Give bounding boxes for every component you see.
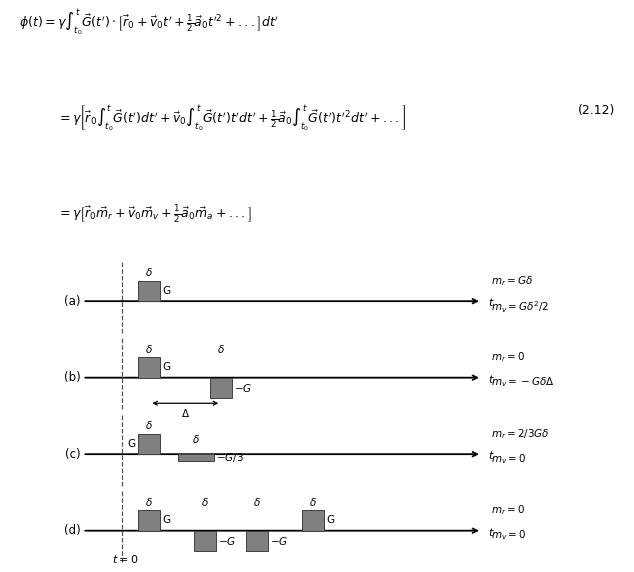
Text: (b): (b) xyxy=(63,371,81,384)
Text: $\delta$: $\delta$ xyxy=(192,433,200,445)
Text: $m_r = 0$: $m_r = 0$ xyxy=(491,503,526,517)
Text: $\Delta$: $\Delta$ xyxy=(181,407,190,419)
Text: $-G$: $-G$ xyxy=(218,535,236,547)
Bar xyxy=(138,434,160,454)
Text: $\delta$: $\delta$ xyxy=(145,343,153,355)
Text: $\delta$: $\delta$ xyxy=(309,496,317,508)
Text: (2.12): (2.12) xyxy=(578,104,615,117)
Bar xyxy=(138,281,160,301)
Text: $= \gamma \left[\vec{r}_0 \int_{t_0}^{t} \vec{G}(t')dt' + \vec{v}_0 \int_{t_0}^{: $= \gamma \left[\vec{r}_0 \int_{t_0}^{t}… xyxy=(57,104,406,134)
Text: $m_r = 0$: $m_r = 0$ xyxy=(491,351,526,364)
Text: $\delta$: $\delta$ xyxy=(202,496,209,508)
Text: G: G xyxy=(162,286,171,296)
Bar xyxy=(138,358,160,378)
Text: $m_v = 0$: $m_v = 0$ xyxy=(491,452,527,466)
Text: $m_v = G\delta^2/2$: $m_v = G\delta^2/2$ xyxy=(491,299,550,315)
Text: $\delta$: $\delta$ xyxy=(145,419,153,431)
Text: (a): (a) xyxy=(64,295,81,308)
Bar xyxy=(210,378,232,398)
Text: G: G xyxy=(326,515,334,526)
Text: $\delta$: $\delta$ xyxy=(253,496,261,508)
Bar xyxy=(246,531,268,551)
Text: $-G$: $-G$ xyxy=(270,535,288,547)
Text: G: G xyxy=(127,439,135,449)
Bar xyxy=(302,510,324,531)
Text: $\delta$: $\delta$ xyxy=(145,266,153,278)
Text: $\delta$: $\delta$ xyxy=(217,343,225,355)
Text: $t$: $t$ xyxy=(488,449,495,461)
Text: $-G/3$: $-G/3$ xyxy=(216,451,244,464)
Text: $-G$: $-G$ xyxy=(234,382,252,394)
Bar xyxy=(178,454,214,461)
Text: $m_v = 0$: $m_v = 0$ xyxy=(491,529,527,542)
Text: $t$: $t$ xyxy=(488,526,495,538)
Text: G: G xyxy=(162,515,171,526)
Text: (c): (c) xyxy=(65,448,81,460)
Text: $m_r = G\delta$: $m_r = G\delta$ xyxy=(491,274,533,288)
Text: $t$: $t$ xyxy=(488,373,495,385)
Text: $m_v = -G\delta\Delta$: $m_v = -G\delta\Delta$ xyxy=(491,376,555,390)
Bar xyxy=(138,510,160,531)
Text: $t = 0$: $t = 0$ xyxy=(112,553,139,565)
Text: $\phi(t) = \gamma \int_{t_0}^{t} \vec{G}(t') \cdot \left[\vec{r}_0 + \vec{v}_0 t: $\phi(t) = \gamma \int_{t_0}^{t} \vec{G}… xyxy=(19,8,279,38)
Text: G: G xyxy=(162,363,171,372)
Text: $\delta$: $\delta$ xyxy=(145,496,153,508)
Text: $t$: $t$ xyxy=(488,296,495,308)
Text: $= \gamma \left[\vec{r}_0\vec{m}_r + \vec{v}_0\vec{m}_v + \frac{1}{2}\vec{a}_0\v: $= \gamma \left[\vec{r}_0\vec{m}_r + \ve… xyxy=(57,203,252,224)
Text: (d): (d) xyxy=(63,524,81,537)
Text: $m_r = 2/3G\delta$: $m_r = 2/3G\delta$ xyxy=(491,427,550,440)
Bar xyxy=(194,531,216,551)
